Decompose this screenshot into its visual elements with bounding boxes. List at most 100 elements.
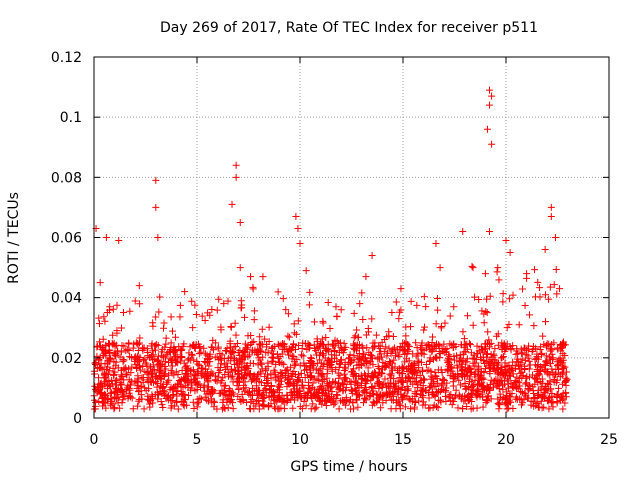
data-point [274,382,282,390]
data-point [284,310,292,318]
data-point [295,386,303,394]
data-point [222,347,230,355]
data-point [406,396,414,404]
data-point [200,358,208,366]
data-point [204,309,212,317]
data-point [538,349,546,357]
x-tick-label: 5 [193,432,202,448]
data-point [496,378,504,386]
data-point [321,386,329,394]
data-point [463,403,471,411]
data-point [441,319,449,327]
data-point [278,359,286,367]
data-point [276,374,284,382]
data-point [250,307,258,315]
data-point [152,203,160,211]
data-point [126,393,134,401]
data-point [106,303,114,311]
data-point [528,371,536,379]
y-tick-label: 0.08 [51,170,82,186]
data-point [356,355,364,363]
data-point [375,369,383,377]
data-point [439,386,447,394]
data-point [91,359,99,367]
data-point [193,367,201,375]
data-point [383,388,391,396]
data-point [213,353,221,361]
data-point [143,361,151,369]
data-point [229,372,237,380]
data-point [364,364,372,372]
data-point [468,398,476,406]
data-point [174,387,182,395]
data-point [307,372,315,380]
data-point [354,403,362,411]
data-point [507,398,515,406]
data-point [176,380,184,388]
data-point [352,386,360,394]
data-point [487,339,495,347]
data-point [491,356,499,364]
data-point [539,393,547,401]
data-point [455,391,463,399]
data-point [486,86,494,94]
data-point [252,382,260,390]
data-point [372,331,380,339]
data-point [204,397,212,405]
data-point [556,397,564,405]
data-point [350,365,358,373]
data-point [167,313,175,321]
data-point [319,377,327,385]
data-point [294,317,302,325]
data-point [526,311,534,319]
y-tick-label: 0 [73,411,82,427]
data-point [277,377,285,385]
data-point [93,352,101,360]
data-point [383,349,391,357]
data-point [337,356,345,364]
data-point [503,324,511,332]
data-point [551,371,559,379]
data-point [329,342,337,350]
data-point [479,403,487,411]
data-point [431,393,439,401]
data-point [545,295,553,303]
data-point [440,340,448,348]
data-point [174,405,182,413]
data-point [555,360,563,368]
data-point [235,361,243,369]
data-point [559,405,567,413]
data-point [275,358,283,366]
data-point [328,367,336,375]
data-point [542,384,550,392]
data-point [280,405,288,413]
data-point [523,270,531,278]
data-point [368,383,376,391]
data-point [397,285,405,293]
data-point [486,101,494,109]
data-point [178,353,186,361]
data-point [257,359,265,367]
data-point [111,394,119,402]
data-point [413,384,421,392]
data-point [438,345,446,353]
data-point [418,367,426,375]
data-point [160,319,168,327]
x-tick-label: 15 [394,432,412,448]
data-point [466,341,474,349]
data-point [360,399,368,407]
data-point [323,380,331,388]
data-point [184,373,192,381]
data-point [197,348,205,356]
data-point [236,218,244,226]
data-point [330,347,338,355]
data-point [499,353,507,361]
data-point [447,390,455,398]
data-point [101,317,109,325]
data-point [128,394,136,402]
data-point [353,326,361,334]
data-point [368,372,376,380]
data-point [453,361,461,369]
data-point [399,364,407,372]
data-point [264,349,272,357]
